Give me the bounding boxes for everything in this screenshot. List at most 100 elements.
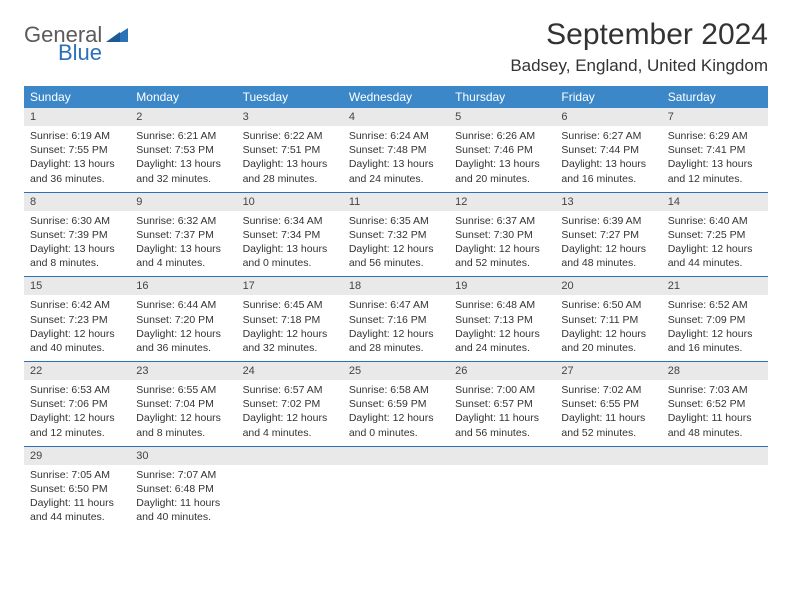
week-row: 15161718192021Sunrise: 6:42 AMSunset: 7:… [24, 277, 768, 362]
daybody-band: Sunrise: 6:19 AMSunset: 7:55 PMDaylight:… [24, 126, 768, 192]
day-cell: Sunrise: 6:19 AMSunset: 7:55 PMDaylight:… [24, 126, 130, 192]
sunset-text: Sunset: 6:57 PM [455, 397, 549, 411]
dow-tuesday: Tuesday [237, 86, 343, 108]
daylight-text: Daylight: 12 hours and 44 minutes. [668, 242, 762, 270]
day-number: 2 [130, 108, 236, 126]
day-number: 23 [130, 362, 236, 380]
week-row: 22232425262728Sunrise: 6:53 AMSunset: 7:… [24, 362, 768, 447]
day-number: 8 [24, 193, 130, 211]
day-cell: Sunrise: 6:26 AMSunset: 7:46 PMDaylight:… [449, 126, 555, 192]
week-row: 2930.....Sunrise: 7:05 AMSunset: 6:50 PM… [24, 447, 768, 531]
day-cell: Sunrise: 6:22 AMSunset: 7:51 PMDaylight:… [237, 126, 343, 192]
daylight-text: Daylight: 12 hours and 56 minutes. [349, 242, 443, 270]
day-number: 25 [343, 362, 449, 380]
daylight-text: Daylight: 12 hours and 20 minutes. [561, 327, 655, 355]
day-cell: Sunrise: 6:55 AMSunset: 7:04 PMDaylight:… [130, 380, 236, 446]
day-cell: Sunrise: 7:03 AMSunset: 6:52 PMDaylight:… [662, 380, 768, 446]
daylight-text: Daylight: 12 hours and 48 minutes. [561, 242, 655, 270]
sunset-text: Sunset: 6:48 PM [136, 482, 230, 496]
sunrise-text: Sunrise: 7:05 AM [30, 468, 124, 482]
day-number: 21 [662, 277, 768, 295]
logo-text-blue: Blue [58, 42, 128, 64]
day-number: 4 [343, 108, 449, 126]
day-cell: Sunrise: 6:37 AMSunset: 7:30 PMDaylight:… [449, 211, 555, 277]
daylight-text: Daylight: 12 hours and 12 minutes. [30, 411, 124, 439]
daybody-band: Sunrise: 6:42 AMSunset: 7:23 PMDaylight:… [24, 295, 768, 361]
daynum-band: 2930..... [24, 447, 768, 465]
month-title: September 2024 [510, 18, 768, 52]
daylight-text: Daylight: 13 hours and 24 minutes. [349, 157, 443, 185]
day-number: 17 [237, 277, 343, 295]
day-cell: Sunrise: 6:35 AMSunset: 7:32 PMDaylight:… [343, 211, 449, 277]
dow-monday: Monday [130, 86, 236, 108]
sunset-text: Sunset: 7:06 PM [30, 397, 124, 411]
day-number: 1 [24, 108, 130, 126]
day-number: 28 [662, 362, 768, 380]
day-cell: Sunrise: 6:45 AMSunset: 7:18 PMDaylight:… [237, 295, 343, 361]
daylight-text: Daylight: 12 hours and 40 minutes. [30, 327, 124, 355]
day-cell: Sunrise: 6:24 AMSunset: 7:48 PMDaylight:… [343, 126, 449, 192]
day-number: 12 [449, 193, 555, 211]
day-cell: Sunrise: 6:21 AMSunset: 7:53 PMDaylight:… [130, 126, 236, 192]
day-of-week-header: Sunday Monday Tuesday Wednesday Thursday… [24, 86, 768, 108]
day-cell: Sunrise: 6:42 AMSunset: 7:23 PMDaylight:… [24, 295, 130, 361]
header: General Blue September 2024 Badsey, Engl… [24, 18, 768, 76]
daylight-text: Daylight: 12 hours and 16 minutes. [668, 327, 762, 355]
day-number: 15 [24, 277, 130, 295]
sunset-text: Sunset: 7:39 PM [30, 228, 124, 242]
location: Badsey, England, United Kingdom [510, 56, 768, 76]
sunrise-text: Sunrise: 6:19 AM [30, 129, 124, 143]
day-number: 16 [130, 277, 236, 295]
day-cell: Sunrise: 7:07 AMSunset: 6:48 PMDaylight:… [130, 465, 236, 531]
day-number: 19 [449, 277, 555, 295]
sunrise-text: Sunrise: 6:39 AM [561, 214, 655, 228]
daynum-band: 1234567 [24, 108, 768, 126]
day-cell: Sunrise: 7:00 AMSunset: 6:57 PMDaylight:… [449, 380, 555, 446]
day-cell: Sunrise: 6:27 AMSunset: 7:44 PMDaylight:… [555, 126, 661, 192]
dow-wednesday: Wednesday [343, 86, 449, 108]
sunset-text: Sunset: 7:34 PM [243, 228, 337, 242]
logo: General Blue [24, 18, 128, 64]
day-cell [662, 465, 768, 531]
sunrise-text: Sunrise: 6:34 AM [243, 214, 337, 228]
day-cell [237, 465, 343, 531]
sunset-text: Sunset: 7:16 PM [349, 313, 443, 327]
daybody-band: Sunrise: 6:53 AMSunset: 7:06 PMDaylight:… [24, 380, 768, 446]
calendar: Sunday Monday Tuesday Wednesday Thursday… [24, 86, 768, 530]
daylight-text: Daylight: 12 hours and 0 minutes. [349, 411, 443, 439]
daylight-text: Daylight: 13 hours and 16 minutes. [561, 157, 655, 185]
daynum-band: 891011121314 [24, 193, 768, 211]
sunrise-text: Sunrise: 6:55 AM [136, 383, 230, 397]
day-cell [555, 465, 661, 531]
daylight-text: Daylight: 13 hours and 12 minutes. [668, 157, 762, 185]
sunrise-text: Sunrise: 7:02 AM [561, 383, 655, 397]
daynum-band: 22232425262728 [24, 362, 768, 380]
sunset-text: Sunset: 7:44 PM [561, 143, 655, 157]
sunrise-text: Sunrise: 6:32 AM [136, 214, 230, 228]
sunset-text: Sunset: 7:09 PM [668, 313, 762, 327]
daylight-text: Daylight: 13 hours and 28 minutes. [243, 157, 337, 185]
day-cell: Sunrise: 6:52 AMSunset: 7:09 PMDaylight:… [662, 295, 768, 361]
day-number: 9 [130, 193, 236, 211]
daylight-text: Daylight: 13 hours and 0 minutes. [243, 242, 337, 270]
sunrise-text: Sunrise: 6:24 AM [349, 129, 443, 143]
sunrise-text: Sunrise: 6:37 AM [455, 214, 549, 228]
daylight-text: Daylight: 11 hours and 56 minutes. [455, 411, 549, 439]
day-number: 11 [343, 193, 449, 211]
day-number: 5 [449, 108, 555, 126]
sunset-text: Sunset: 7:20 PM [136, 313, 230, 327]
day-number: 7 [662, 108, 768, 126]
sunset-text: Sunset: 7:23 PM [30, 313, 124, 327]
sunrise-text: Sunrise: 6:29 AM [668, 129, 762, 143]
day-number: 30 [130, 447, 236, 465]
sunset-text: Sunset: 6:52 PM [668, 397, 762, 411]
sunrise-text: Sunrise: 6:50 AM [561, 298, 655, 312]
title-block: September 2024 Badsey, England, United K… [510, 18, 768, 76]
day-cell: Sunrise: 6:32 AMSunset: 7:37 PMDaylight:… [130, 211, 236, 277]
sunrise-text: Sunrise: 6:52 AM [668, 298, 762, 312]
day-number: 24 [237, 362, 343, 380]
sunset-text: Sunset: 7:27 PM [561, 228, 655, 242]
week-row: 1234567Sunrise: 6:19 AMSunset: 7:55 PMDa… [24, 108, 768, 193]
sunset-text: Sunset: 7:53 PM [136, 143, 230, 157]
sunset-text: Sunset: 6:59 PM [349, 397, 443, 411]
